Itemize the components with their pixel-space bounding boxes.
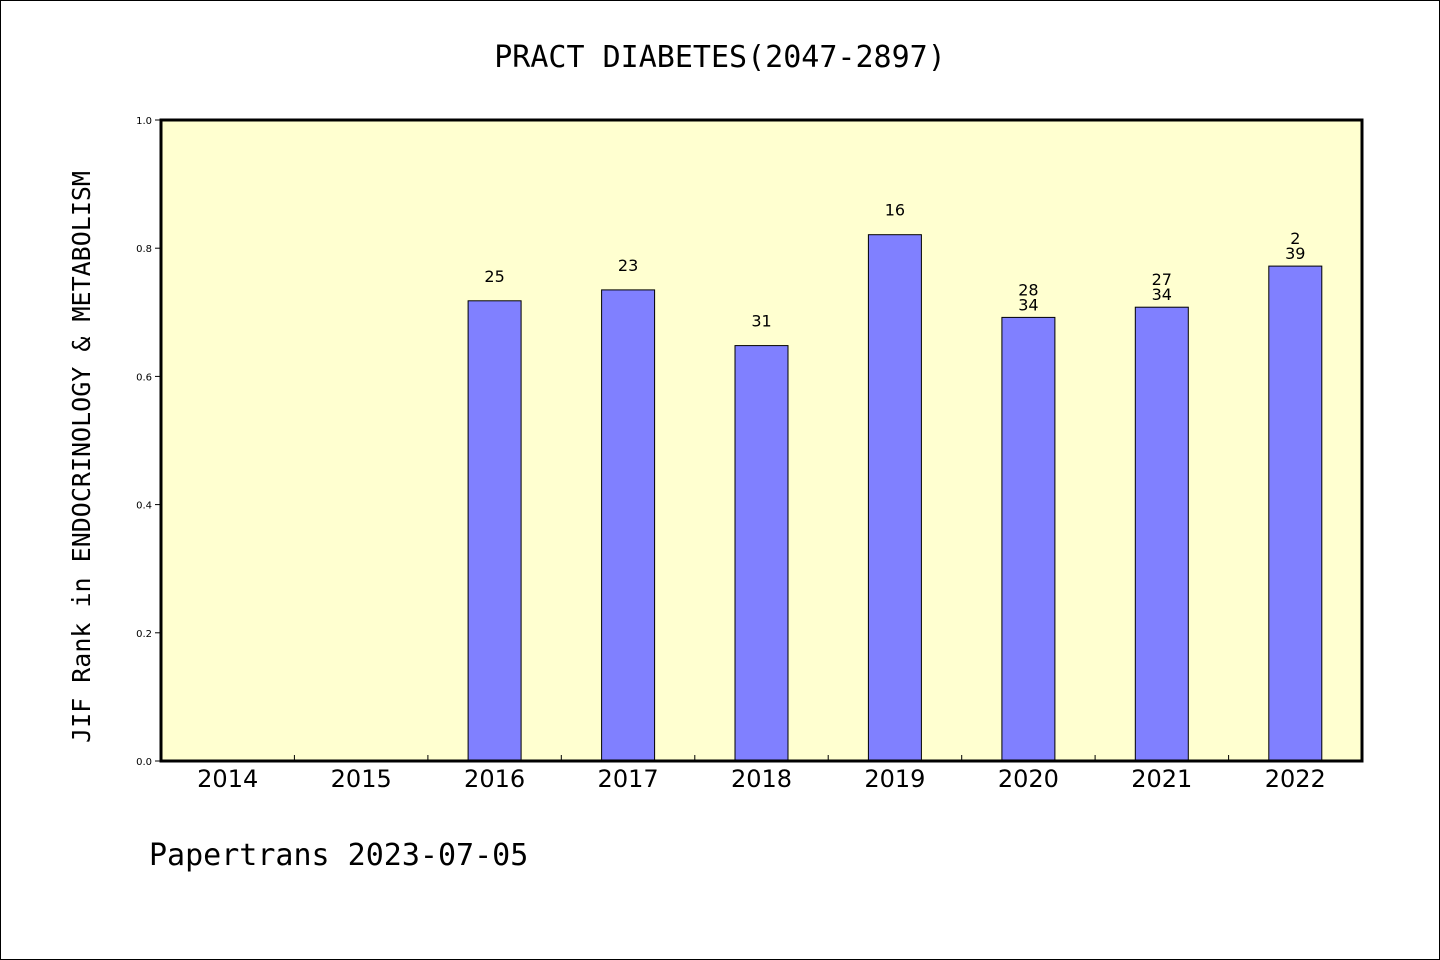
x-tick-label-2016: 2016	[464, 765, 525, 793]
y-axis-ticks: 0.0 0.2 0.4 0.6 0.8 1.0	[136, 116, 161, 768]
x-tick-label-2017: 2017	[598, 765, 659, 793]
x-tick-label-2019: 2019	[864, 765, 925, 793]
data-label-2019-0: 16	[885, 201, 905, 220]
x-tick-label-2022: 2022	[1265, 765, 1326, 793]
x-tick-label-2015: 2015	[331, 765, 392, 793]
x-tick-label-2021: 2021	[1131, 765, 1192, 793]
bar-2021	[1134, 306, 1189, 762]
plot-frame	[159, 118, 1364, 763]
y-tick-label-0.8: 0.8	[136, 244, 152, 255]
data-label-2021-1: 34	[1152, 285, 1172, 304]
y-tick-label-0.4: 0.4	[136, 501, 152, 512]
y-axis-label: JIF Rank in ENDOCRINOLOGY & METABOLISM	[67, 171, 96, 743]
bar-2022	[1268, 265, 1323, 762]
bar-2018	[734, 345, 789, 762]
bar-2019	[867, 234, 922, 762]
x-tick-label-2018: 2018	[731, 765, 792, 793]
y-tick-label-0.2: 0.2	[136, 629, 152, 640]
bar-2017	[601, 289, 656, 762]
y-tick-label-0.0: 0.0	[136, 757, 152, 768]
chart-title: PRACT DIABETES(2047-2897)	[494, 40, 946, 75]
x-tick-label-2014: 2014	[197, 765, 258, 793]
data-label-2022-1: 39	[1285, 244, 1305, 263]
data-label-2020-1: 34	[1018, 295, 1038, 314]
footer-credit: Papertrans 2023-07-05	[149, 838, 528, 873]
data-label-2018-0: 31	[751, 312, 771, 331]
bars-layer	[467, 234, 1323, 762]
data-label-2017-0: 23	[618, 256, 638, 275]
data-label-2016-0: 25	[484, 267, 504, 286]
data-label-2020-0: 28	[1018, 280, 1038, 299]
y-tick-label-0.6: 0.6	[136, 372, 152, 383]
x-axis-ticks: 2014 2015 2016 2017 2018 2019 2020 2021 2022	[197, 755, 1326, 793]
data-label-2022-0: 2	[1290, 229, 1300, 248]
bar-2016	[467, 300, 522, 762]
x-tick-label-2020: 2020	[998, 765, 1059, 793]
y-tick-label-1.0: 1.0	[136, 116, 152, 127]
bar-2020	[1001, 316, 1056, 762]
data-label-2021-0: 27	[1152, 270, 1172, 289]
